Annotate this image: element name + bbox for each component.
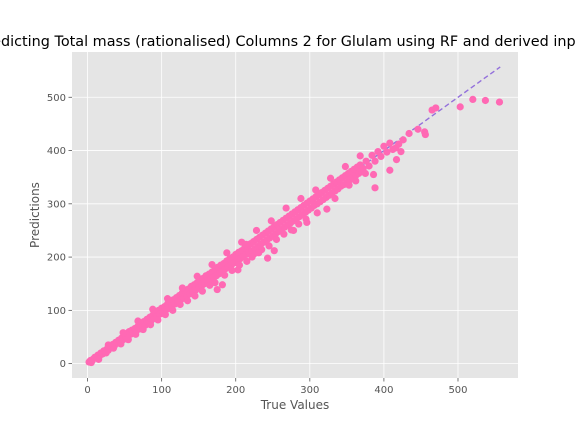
data-point bbox=[263, 254, 272, 262]
data-point bbox=[383, 148, 391, 156]
data-point bbox=[243, 257, 251, 265]
data-point bbox=[124, 336, 132, 344]
data-point bbox=[211, 279, 219, 287]
data-point bbox=[146, 321, 155, 329]
data-point bbox=[191, 292, 199, 300]
data-point bbox=[312, 186, 320, 194]
data-point bbox=[331, 194, 339, 203]
data-point bbox=[365, 162, 373, 170]
data-point bbox=[265, 242, 273, 250]
data-point bbox=[368, 151, 376, 159]
data-point bbox=[323, 205, 331, 213]
grid bbox=[72, 52, 518, 378]
x-tick-label: 200 bbox=[226, 385, 245, 396]
data-point bbox=[432, 104, 440, 112]
data-point bbox=[267, 217, 275, 225]
y-tick-label: 0 bbox=[60, 359, 66, 370]
data-point bbox=[289, 226, 298, 235]
data-point bbox=[252, 226, 261, 235]
y-axis: 0 100 200 300 400 500 bbox=[47, 93, 72, 370]
data-point bbox=[104, 341, 112, 349]
data-point bbox=[280, 230, 288, 238]
data-point bbox=[228, 266, 236, 274]
data-point bbox=[377, 152, 385, 161]
data-point bbox=[163, 295, 172, 303]
data-point bbox=[356, 152, 364, 160]
data-point bbox=[326, 174, 335, 182]
data-point bbox=[313, 209, 321, 217]
x-tick-label: 0 bbox=[84, 385, 90, 396]
data-point bbox=[102, 349, 110, 357]
data-point bbox=[176, 300, 184, 309]
data-point bbox=[149, 305, 157, 313]
y-tick-label: 100 bbox=[47, 306, 66, 317]
data-point bbox=[213, 285, 221, 294]
data-point bbox=[255, 249, 263, 257]
data-point bbox=[297, 194, 305, 203]
data-point bbox=[369, 170, 378, 179]
x-tick-label: 400 bbox=[374, 385, 393, 396]
data-point bbox=[161, 311, 169, 319]
data-point bbox=[95, 355, 103, 363]
data-point bbox=[139, 325, 147, 334]
data-point bbox=[345, 181, 353, 189]
data-point bbox=[386, 166, 394, 174]
y-tick-label: 400 bbox=[47, 146, 66, 157]
data-point bbox=[132, 330, 140, 338]
data-point bbox=[405, 129, 413, 138]
data-point bbox=[134, 317, 142, 325]
x-tick-label: 100 bbox=[152, 385, 171, 396]
data-point bbox=[270, 247, 278, 255]
data-point bbox=[234, 266, 242, 274]
chart-title: Predicting Total mass (rationalised) Col… bbox=[0, 34, 576, 50]
data-point bbox=[392, 156, 401, 164]
data-point bbox=[380, 142, 388, 150]
data-point bbox=[414, 125, 422, 133]
data-point bbox=[371, 184, 379, 192]
data-point bbox=[495, 98, 504, 106]
data-point bbox=[154, 316, 162, 324]
y-tick-label: 500 bbox=[47, 93, 66, 104]
x-tick-label: 500 bbox=[448, 385, 467, 396]
x-axis: 0 100 200 300 400 500 bbox=[84, 378, 468, 396]
data-point bbox=[421, 130, 429, 139]
data-point bbox=[399, 136, 407, 144]
data-point bbox=[248, 253, 256, 261]
y-axis-label: Predictions bbox=[28, 182, 42, 248]
data-point bbox=[361, 169, 369, 178]
data-points bbox=[85, 95, 504, 367]
data-point bbox=[295, 220, 303, 228]
data-point bbox=[341, 162, 349, 171]
data-point bbox=[371, 157, 379, 165]
data-point bbox=[481, 96, 489, 105]
data-point bbox=[282, 204, 290, 212]
data-point bbox=[117, 340, 125, 348]
y-tick-label: 300 bbox=[47, 199, 66, 210]
x-axis-label: True Values bbox=[260, 398, 330, 412]
data-point bbox=[87, 358, 95, 367]
data-point bbox=[119, 329, 127, 337]
data-point bbox=[397, 148, 405, 156]
data-point bbox=[303, 218, 311, 227]
data-point bbox=[221, 271, 229, 279]
x-tick-label: 300 bbox=[300, 385, 319, 396]
data-point bbox=[208, 260, 216, 269]
data-point bbox=[469, 95, 477, 104]
data-point bbox=[242, 240, 250, 248]
y-tick-label: 200 bbox=[47, 253, 66, 264]
data-point bbox=[386, 139, 394, 147]
data-point bbox=[223, 249, 231, 257]
data-point bbox=[198, 287, 206, 295]
data-point bbox=[272, 235, 281, 244]
data-point bbox=[218, 281, 226, 289]
data-point bbox=[456, 103, 464, 111]
data-point bbox=[395, 140, 403, 148]
data-point bbox=[352, 177, 360, 185]
data-point bbox=[169, 306, 177, 314]
data-point bbox=[178, 284, 186, 292]
data-point bbox=[183, 297, 192, 305]
data-point bbox=[193, 272, 201, 280]
data-point bbox=[109, 344, 118, 352]
